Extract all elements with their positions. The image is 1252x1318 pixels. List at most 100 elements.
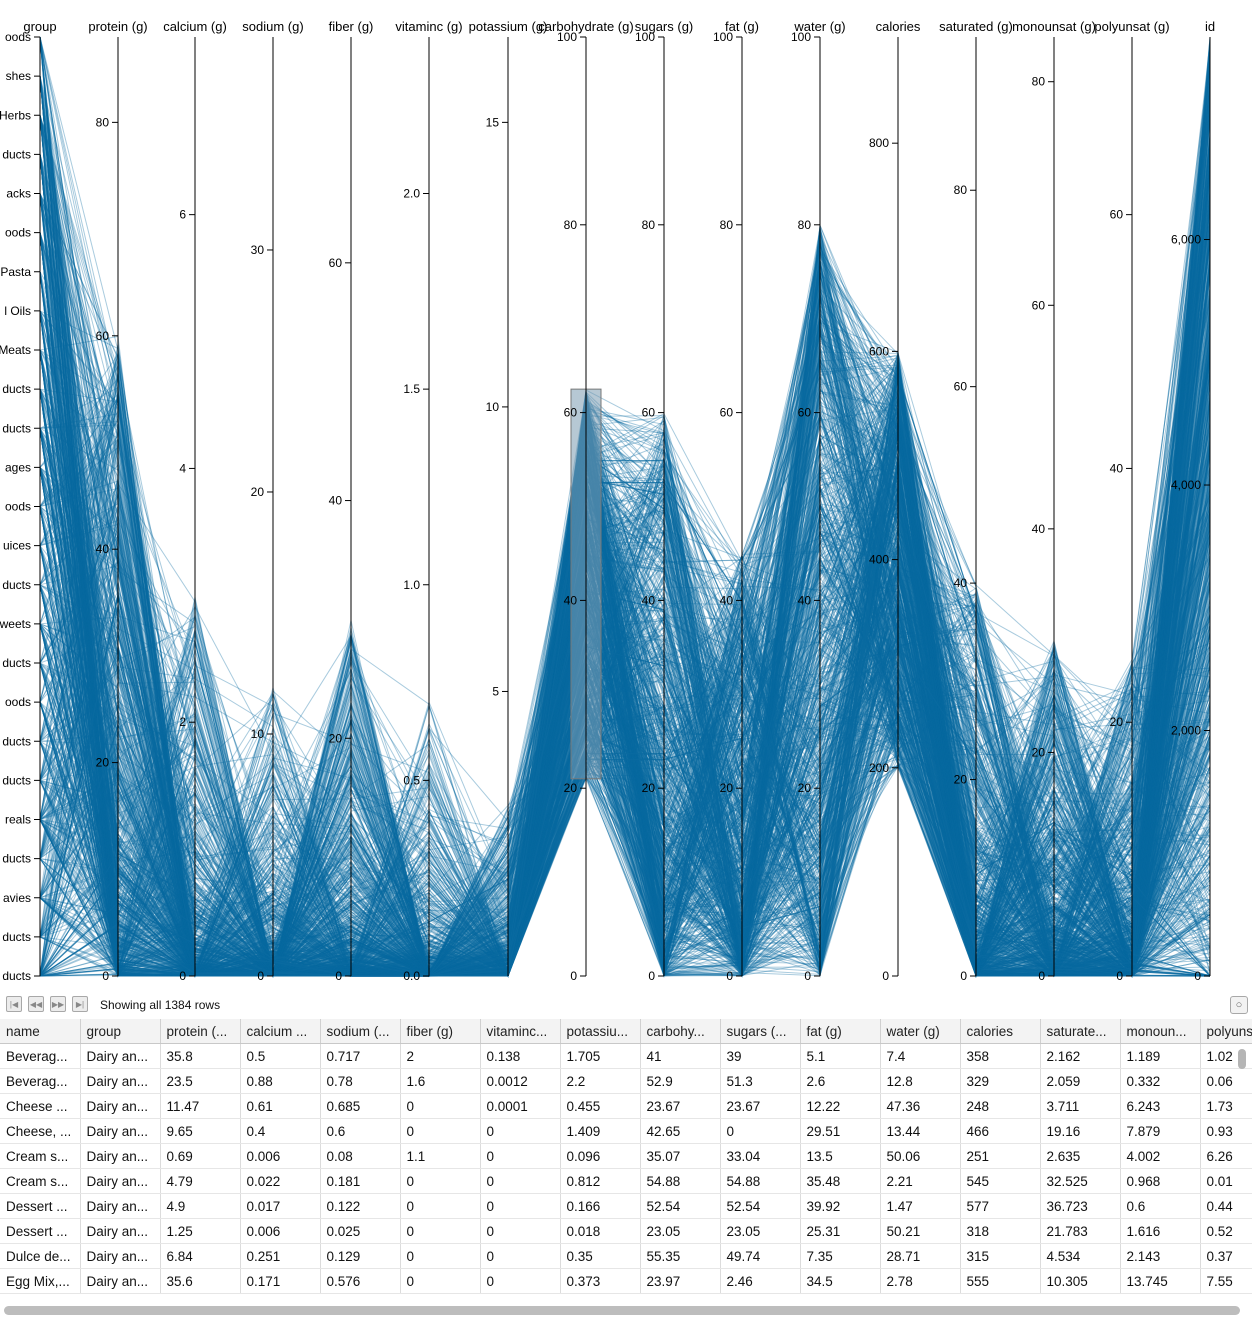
data-line [39, 429, 1211, 978]
data-line [39, 96, 1211, 977]
data-line [39, 100, 1211, 977]
data-line [39, 321, 1211, 978]
axis-title[interactable]: calories [876, 19, 921, 34]
tick-label: 60 [96, 329, 110, 343]
data-line [39, 572, 1211, 977]
axis-title[interactable]: polyunsat (g) [1094, 19, 1169, 34]
column-header[interactable]: sodium (... [320, 1019, 401, 1044]
table-row[interactable]: Beverag... Dairy an... 23.5 0.88 0.78 1.6 0.00… [0, 1068, 1252, 1094]
data-line [39, 398, 1211, 977]
axis[interactable]: sodium (g) 0 10 20 30 [242, 19, 303, 983]
table-cell: 36.723 [1040, 1193, 1121, 1219]
data-line [39, 115, 1211, 978]
data-line [39, 505, 1211, 977]
axis-title[interactable]: sodium (g) [242, 19, 303, 34]
data-line [39, 193, 1211, 977]
axis[interactable]: fiber (g) 0 20 40 60 [329, 19, 374, 983]
horizontal-scrollbar[interactable] [4, 1306, 1240, 1315]
data-line [39, 354, 1211, 977]
next-page-button[interactable]: ▶▶ [50, 996, 66, 1012]
parallel-coordinates-chart[interactable]: group ducts ducts avies ducts reals ducts ducts… [0, 0, 1252, 995]
table-row[interactable]: Beverag... Dairy an... 35.8 0.5 0.717 2 0.138 1… [0, 1043, 1252, 1069]
data-grid[interactable]: name group protein (... calcium ... sodium (… [0, 1019, 1252, 1306]
column-header[interactable]: name [0, 1019, 81, 1044]
axis[interactable]: id 0 2,000 4,000 6,000 [1171, 19, 1215, 983]
axis[interactable]: calories 0 200 400 600 800 [869, 19, 921, 983]
column-header[interactable]: carbohy... [640, 1019, 721, 1044]
axis[interactable]: vitaminc (g) 0.0 0.5 1.0 1.5 2.0 [395, 19, 462, 983]
column-header[interactable]: calcium ... [240, 1019, 321, 1044]
axis[interactable]: protein (g) 0 20 40 60 80 [88, 19, 147, 983]
lightbulb-icon[interactable]: ○ [1230, 996, 1248, 1014]
data-line [39, 232, 1211, 977]
vertical-scrollbar[interactable] [1238, 1049, 1246, 1069]
axis-title[interactable]: fat (g) [725, 19, 759, 34]
data-line [39, 427, 1211, 977]
data-line [39, 154, 1211, 977]
table-cell: 39 [720, 1043, 801, 1069]
axis-title[interactable]: fiber (g) [329, 19, 374, 34]
column-header[interactable]: potassiu... [560, 1019, 641, 1044]
axis[interactable]: monounsat (g) 0 20 40 60 80 [1012, 19, 1096, 983]
axis-title[interactable]: group [23, 19, 56, 34]
axis[interactable]: carbohydrate (g) 0 20 40 60 80 100 [538, 19, 633, 983]
axis[interactable]: fat (g) 0 20 40 60 80 100 [713, 19, 759, 983]
axis-title[interactable]: protein (g) [88, 19, 147, 34]
axis-title[interactable]: calcium (g) [163, 19, 227, 34]
axis-title[interactable]: sugars (g) [635, 19, 694, 34]
first-page-button[interactable]: |◀ [6, 996, 22, 1012]
tick-label: 100 [557, 30, 577, 44]
data-line [39, 193, 1211, 977]
column-header[interactable]: sugars (... [720, 1019, 801, 1044]
column-header[interactable]: group [80, 1019, 161, 1044]
axis[interactable]: calcium (g) 0 2 4 6 [163, 19, 227, 983]
table-row[interactable]: Dulce de... Dairy an... 6.84 0.251 0.129 0 0 0.… [0, 1243, 1252, 1269]
last-page-button[interactable]: ▶| [72, 996, 88, 1012]
data-line [39, 349, 1211, 977]
table-cell: 0.88 [240, 1068, 321, 1094]
table-row[interactable]: Cream s... Dairy an... 0.69 0.006 0.08 1.1 0 0.… [0, 1143, 1252, 1169]
axis[interactable]: sugars (g) 0 20 40 60 80 100 [635, 19, 694, 983]
axis[interactable]: water (g) 0 20 40 60 80 100 [791, 19, 846, 983]
column-header[interactable]: polyuns [1200, 1019, 1252, 1044]
axis[interactable]: group ducts ducts avies ducts reals ducts ducts… [0, 19, 57, 983]
axis[interactable]: potassium (g) 5 10 15 [469, 19, 548, 976]
data-line [39, 235, 1211, 977]
data-line [39, 490, 1211, 977]
tick-label: oods [5, 500, 31, 514]
previous-page-button[interactable]: ◀◀ [28, 996, 44, 1012]
data-line [39, 352, 1211, 977]
axis-title[interactable]: potassium (g) [469, 19, 548, 34]
table-row[interactable]: Cream s... Dairy an... 4.79 0.022 0.181 0 0 0.8… [0, 1168, 1252, 1194]
table-row[interactable]: Egg Mix,... Dairy an... 35.6 0.171 0.576 0 0 0.… [0, 1268, 1252, 1294]
column-header[interactable]: protein (... [160, 1019, 241, 1044]
axis-title[interactable]: water (g) [793, 19, 845, 34]
axis-title[interactable]: id [1205, 19, 1215, 34]
data-line [39, 75, 1211, 977]
column-header[interactable]: calories [960, 1019, 1041, 1044]
axis-title[interactable]: saturated (g) [939, 19, 1013, 34]
data-line [39, 76, 1211, 977]
column-header[interactable]: fiber (g) [400, 1019, 481, 1044]
axis[interactable]: saturated (g) 0 20 40 60 80 [939, 19, 1013, 983]
data-line [39, 96, 1211, 977]
data-line [39, 457, 1211, 977]
table-row[interactable]: Dessert ... Dairy an... 1.25 0.006 0.025 0 0 0.… [0, 1218, 1252, 1244]
data-line [39, 402, 1211, 978]
data-line [39, 349, 1211, 978]
axis-title[interactable]: vitaminc (g) [395, 19, 462, 34]
column-header[interactable]: water (g) [880, 1019, 961, 1044]
column-header[interactable]: fat (g) [800, 1019, 881, 1044]
column-header[interactable]: vitaminc... [480, 1019, 561, 1044]
column-header[interactable]: saturate... [1040, 1019, 1121, 1044]
table-row[interactable]: Dessert ... Dairy an... 4.9 0.017 0.122 0 0 0.1… [0, 1193, 1252, 1219]
axis-title[interactable]: carbohydrate (g) [538, 19, 633, 34]
data-line [39, 154, 1211, 977]
axis-title[interactable]: monounsat (g) [1012, 19, 1096, 34]
table-cell: 545 [960, 1168, 1041, 1194]
table-row[interactable]: Cheese ... Dairy an... 11.47 0.61 0.685 0 0.00… [0, 1093, 1252, 1119]
axis[interactable]: polyunsat (g) 0 20 40 60 [1094, 19, 1169, 983]
column-header[interactable]: monoun... [1120, 1019, 1201, 1044]
data-line [39, 104, 1211, 977]
table-row[interactable]: Cheese, ... Dairy an... 9.65 0.4 0.6 0 0 1.409 4… [0, 1118, 1252, 1144]
